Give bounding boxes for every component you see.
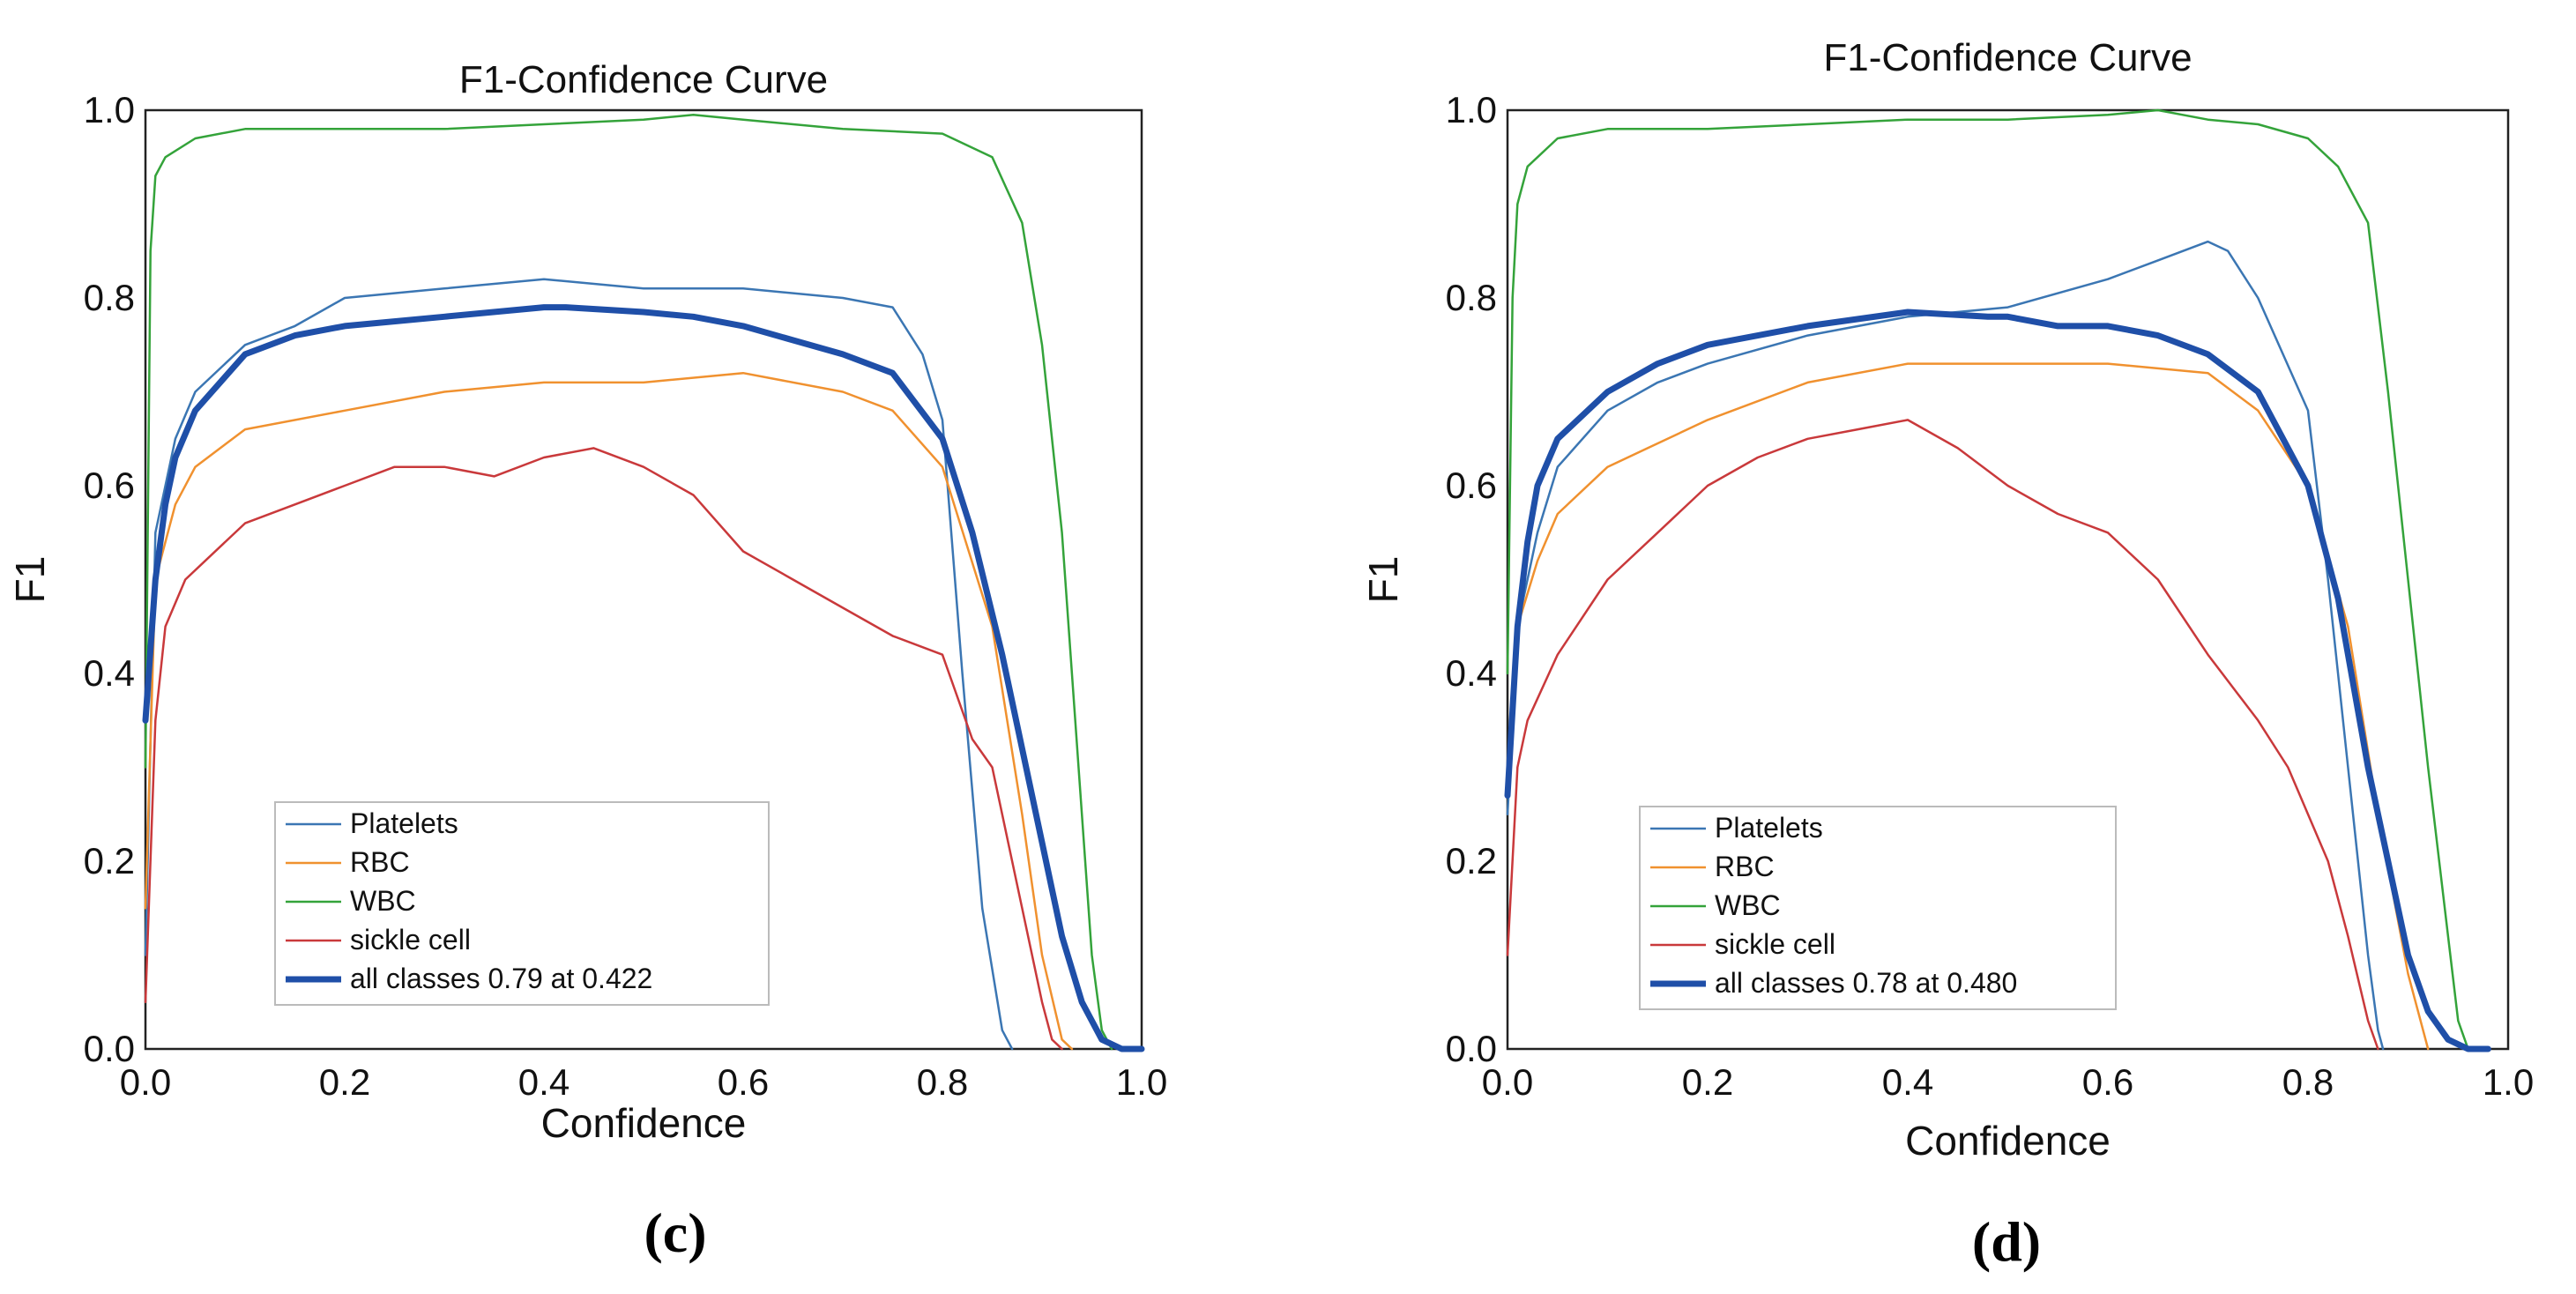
caption-d: (d)	[1972, 1210, 2041, 1273]
series-line-wbc	[1506, 108, 2469, 1051]
x-tick-label: 0.2	[319, 1061, 370, 1103]
y-tick-label: 1.0	[1446, 89, 1497, 130]
y-tick-label: 0.6	[84, 465, 135, 506]
y-tick-label: 0.0	[1446, 1028, 1497, 1069]
y-tick-label: 0.6	[1446, 465, 1497, 506]
legend-box	[274, 801, 770, 1006]
x-tick-label: 0.6	[718, 1061, 769, 1103]
x-axis-label: Confidence	[541, 1100, 747, 1146]
legend-entry: all classes 0.78 at 0.480	[1715, 967, 2017, 999]
y-tick-label: 1.0	[84, 89, 135, 130]
series-line-platelets	[144, 278, 1014, 1051]
legend-entry: RBC	[1715, 851, 1775, 882]
x-tick-label: 1.0	[2483, 1061, 2534, 1103]
chart-title: F1-Confidence Curve	[459, 58, 828, 101]
chart-panel-d: F1-Confidence Curve 0.0 0.2 0.4 0.6 0.8 1.0 0.0…	[1360, 36, 2534, 1164]
x-tick-label: 0.8	[2282, 1061, 2334, 1103]
legend-box	[1639, 806, 2117, 1010]
series-line-rbc	[1506, 362, 2430, 1051]
series-line-rbc	[144, 371, 1074, 1051]
legend: Platelets RBC WBC sickle cell all classes 0.…	[274, 801, 770, 1006]
y-tick-label: 0.8	[84, 277, 135, 318]
x-axis-label: Confidence	[1905, 1118, 2111, 1164]
legend-entry: sickle cell	[1715, 928, 1835, 960]
legend-entry: sickle cell	[350, 924, 471, 956]
y-axis-label: F1	[1360, 556, 1406, 604]
legend: Platelets RBC WBC sickle cell all classes 0.…	[1639, 806, 2117, 1010]
legend-entry: WBC	[350, 885, 416, 917]
plot-frame	[1506, 108, 2510, 1051]
y-tick-label: 0.4	[1446, 652, 1497, 694]
x-tick-label: 0.4	[518, 1061, 570, 1103]
series-line-wbc	[144, 114, 1113, 1051]
y-tick-label: 0.2	[1446, 840, 1497, 881]
series-line-sickle	[1506, 419, 2379, 1051]
plot-frame	[144, 108, 1143, 1051]
legend-entry: WBC	[1715, 889, 1781, 921]
caption-c: (c)	[644, 1201, 706, 1264]
series-line-sickle	[144, 447, 1063, 1051]
y-tick-label: 0.8	[1446, 277, 1497, 318]
y-tick-label: 0.4	[84, 652, 135, 694]
chart-panel-c: F1-Confidence Curve 0.0 0.2 0.4 0.6 0.8 1.0 0.0…	[7, 58, 1167, 1146]
y-tick-label: 0.0	[84, 1028, 135, 1069]
chart-title: F1-Confidence Curve	[1823, 36, 2192, 79]
legend-entry: RBC	[350, 846, 410, 878]
y-axis-label: F1	[7, 556, 53, 604]
legend-entry: Platelets	[1715, 812, 1823, 844]
x-tick-label: 0.6	[2082, 1061, 2133, 1103]
series-line-all	[142, 304, 1145, 1052]
legend-entry: all classes 0.79 at 0.422	[350, 963, 652, 994]
x-tick-label: 0.4	[1882, 1061, 1933, 1103]
y-tick-label: 0.2	[84, 840, 135, 881]
x-tick-label: 1.0	[1116, 1061, 1167, 1103]
x-tick-label: 0.8	[917, 1061, 968, 1103]
series-line-platelets	[1506, 240, 2385, 1051]
x-tick-label: 0.0	[1482, 1061, 1533, 1103]
legend-entry: Platelets	[350, 807, 458, 839]
series-line-all	[1504, 309, 2491, 1052]
x-tick-label: 0.2	[1682, 1061, 1733, 1103]
x-tick-label: 0.0	[120, 1061, 171, 1103]
